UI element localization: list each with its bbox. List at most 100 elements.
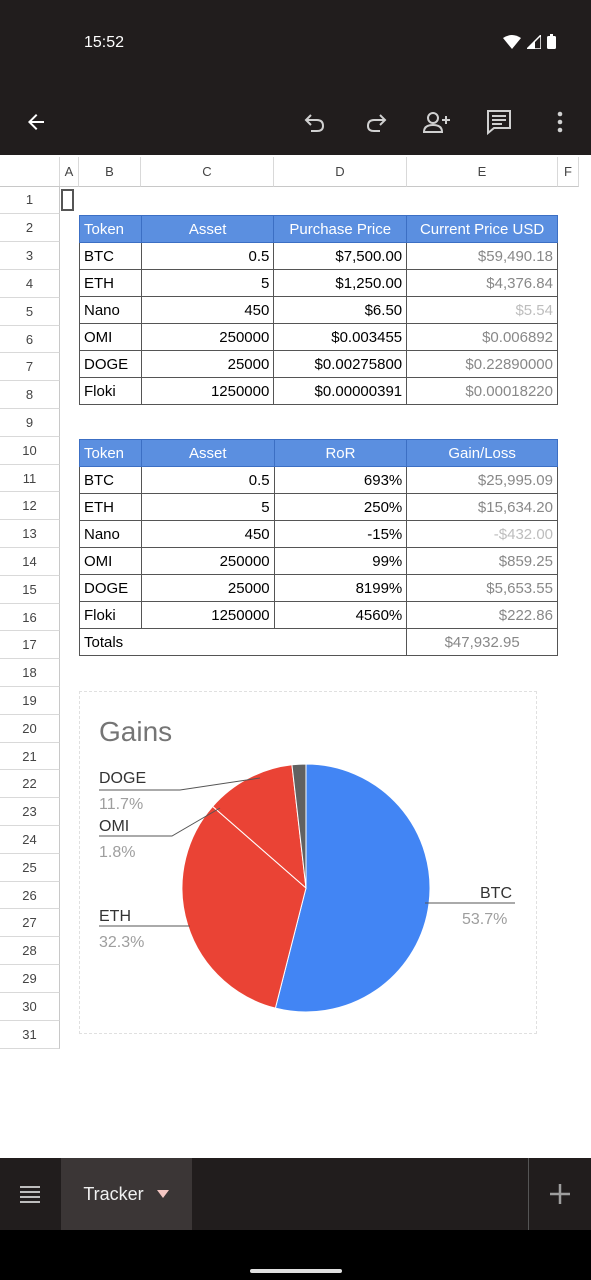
header-cell[interactable]: Asset: [140, 215, 275, 243]
table-cell[interactable]: Floki: [79, 377, 142, 405]
table-cell[interactable]: ETH: [79, 493, 142, 521]
column-header-f[interactable]: F: [558, 157, 579, 187]
header-cell[interactable]: Purchase Price: [273, 215, 408, 243]
table-cell[interactable]: $59,490.18: [406, 242, 558, 270]
header-cell[interactable]: Token: [79, 215, 142, 243]
row-header[interactable]: 31: [0, 1021, 60, 1049]
row-header[interactable]: 16: [0, 604, 60, 631]
row-header[interactable]: 18: [0, 659, 60, 687]
table-cell[interactable]: 1250000: [140, 601, 275, 629]
table-cell[interactable]: DOGE: [79, 574, 142, 602]
row-header[interactable]: 13: [0, 520, 60, 548]
table-cell[interactable]: $1,250.00: [273, 269, 408, 297]
table-cell[interactable]: 99%: [273, 547, 408, 575]
table-cell[interactable]: $5,653.55: [406, 574, 558, 602]
table-cell[interactable]: 1250000: [140, 377, 275, 405]
table-cell[interactable]: DOGE: [79, 350, 142, 378]
table-cell[interactable]: $859.25: [406, 547, 558, 575]
table-cell[interactable]: $222.86: [406, 601, 558, 629]
table-cell[interactable]: 250000: [140, 547, 275, 575]
table-cell[interactable]: $4,376.84: [406, 269, 558, 297]
table-cell[interactable]: BTC: [79, 466, 142, 494]
table-cell[interactable]: $0.006892: [406, 323, 558, 351]
table-cell[interactable]: $0.00000391: [273, 377, 408, 405]
table-cell[interactable]: 25000: [140, 350, 275, 378]
table-cell[interactable]: OMI: [79, 547, 142, 575]
table-cell[interactable]: 25000: [140, 574, 275, 602]
selected-cell-a1[interactable]: [61, 189, 74, 211]
table-cell[interactable]: 693%: [273, 466, 408, 494]
table-cell[interactable]: OMI: [79, 323, 142, 351]
sheet-tab-tracker[interactable]: Tracker: [61, 1158, 192, 1230]
add-sheet-button[interactable]: [546, 1180, 574, 1208]
row-header[interactable]: 25: [0, 854, 60, 882]
table-cell[interactable]: 4560%: [273, 601, 408, 629]
gains-chart[interactable]: [79, 691, 537, 1034]
table-cell[interactable]: BTC: [79, 242, 142, 270]
header-cell[interactable]: Gain/Loss: [406, 439, 558, 467]
column-header-d[interactable]: D: [274, 157, 407, 187]
table-cell[interactable]: $25,995.09: [406, 466, 558, 494]
table-cell[interactable]: 450: [140, 520, 275, 548]
row-header[interactable]: 7: [0, 353, 60, 381]
table-cell[interactable]: -$432.00: [406, 520, 558, 548]
table-cell[interactable]: 450: [140, 296, 275, 324]
row-header[interactable]: 26: [0, 882, 60, 909]
row-header[interactable]: 8: [0, 381, 60, 409]
row-header[interactable]: 1: [0, 186, 60, 214]
column-header-b[interactable]: B: [79, 157, 141, 187]
row-header[interactable]: 21: [0, 743, 60, 770]
header-cell[interactable]: RoR: [273, 439, 408, 467]
row-header[interactable]: 5: [0, 298, 60, 326]
row-header[interactable]: 29: [0, 965, 60, 993]
table-cell[interactable]: $7,500.00: [273, 242, 408, 270]
row-header[interactable]: 6: [0, 326, 60, 353]
header-cell[interactable]: Asset: [140, 439, 275, 467]
table-cell[interactable]: $0.00275800: [273, 350, 408, 378]
row-header[interactable]: 11: [0, 465, 60, 492]
table-cell[interactable]: $0.22890000: [406, 350, 558, 378]
row-header[interactable]: 12: [0, 492, 60, 520]
table-cell[interactable]: 250000: [140, 323, 275, 351]
table-cell[interactable]: 8199%: [273, 574, 408, 602]
table-cell[interactable]: -15%: [273, 520, 408, 548]
table-cell[interactable]: $15,634.20: [406, 493, 558, 521]
totals-label[interactable]: Totals: [78, 628, 408, 656]
table-cell[interactable]: ETH: [79, 269, 142, 297]
row-header[interactable]: 4: [0, 270, 60, 298]
row-header[interactable]: 20: [0, 715, 60, 743]
row-header[interactable]: 28: [0, 937, 60, 965]
row-header[interactable]: 14: [0, 548, 60, 576]
row-header[interactable]: 10: [0, 437, 60, 465]
table-cell[interactable]: $5.54: [406, 296, 558, 324]
home-gesture-handle[interactable]: [250, 1269, 342, 1273]
row-header[interactable]: 30: [0, 993, 60, 1021]
table-cell[interactable]: $6.50: [273, 296, 408, 324]
row-header[interactable]: 17: [0, 631, 60, 659]
table-cell[interactable]: 0.5: [140, 242, 275, 270]
comment-button[interactable]: [479, 102, 519, 142]
table-cell[interactable]: 5: [140, 493, 275, 521]
header-cell[interactable]: Token: [79, 439, 142, 467]
row-header[interactable]: 27: [0, 909, 60, 937]
more-options-button[interactable]: [540, 102, 580, 142]
row-header[interactable]: 3: [0, 242, 60, 270]
header-cell[interactable]: Current Price USD: [406, 215, 558, 243]
back-button[interactable]: [16, 102, 56, 142]
all-sheets-button[interactable]: [18, 1184, 42, 1204]
column-header-c[interactable]: C: [141, 157, 274, 187]
row-header[interactable]: 23: [0, 798, 60, 826]
table-cell[interactable]: 0.5: [140, 466, 275, 494]
table-cell[interactable]: 5: [140, 269, 275, 297]
table-cell[interactable]: 250%: [273, 493, 408, 521]
table-cell[interactable]: Nano: [79, 296, 142, 324]
column-header-a[interactable]: A: [60, 157, 79, 187]
table-cell[interactable]: Floki: [79, 601, 142, 629]
totals-value[interactable]: $47,932.95: [406, 628, 558, 656]
share-button[interactable]: [417, 102, 457, 142]
column-header-e[interactable]: E: [407, 157, 558, 187]
row-header[interactable]: 24: [0, 826, 60, 854]
table-cell[interactable]: Nano: [79, 520, 142, 548]
row-header[interactable]: 9: [0, 409, 60, 437]
table-cell[interactable]: $0.003455: [273, 323, 408, 351]
